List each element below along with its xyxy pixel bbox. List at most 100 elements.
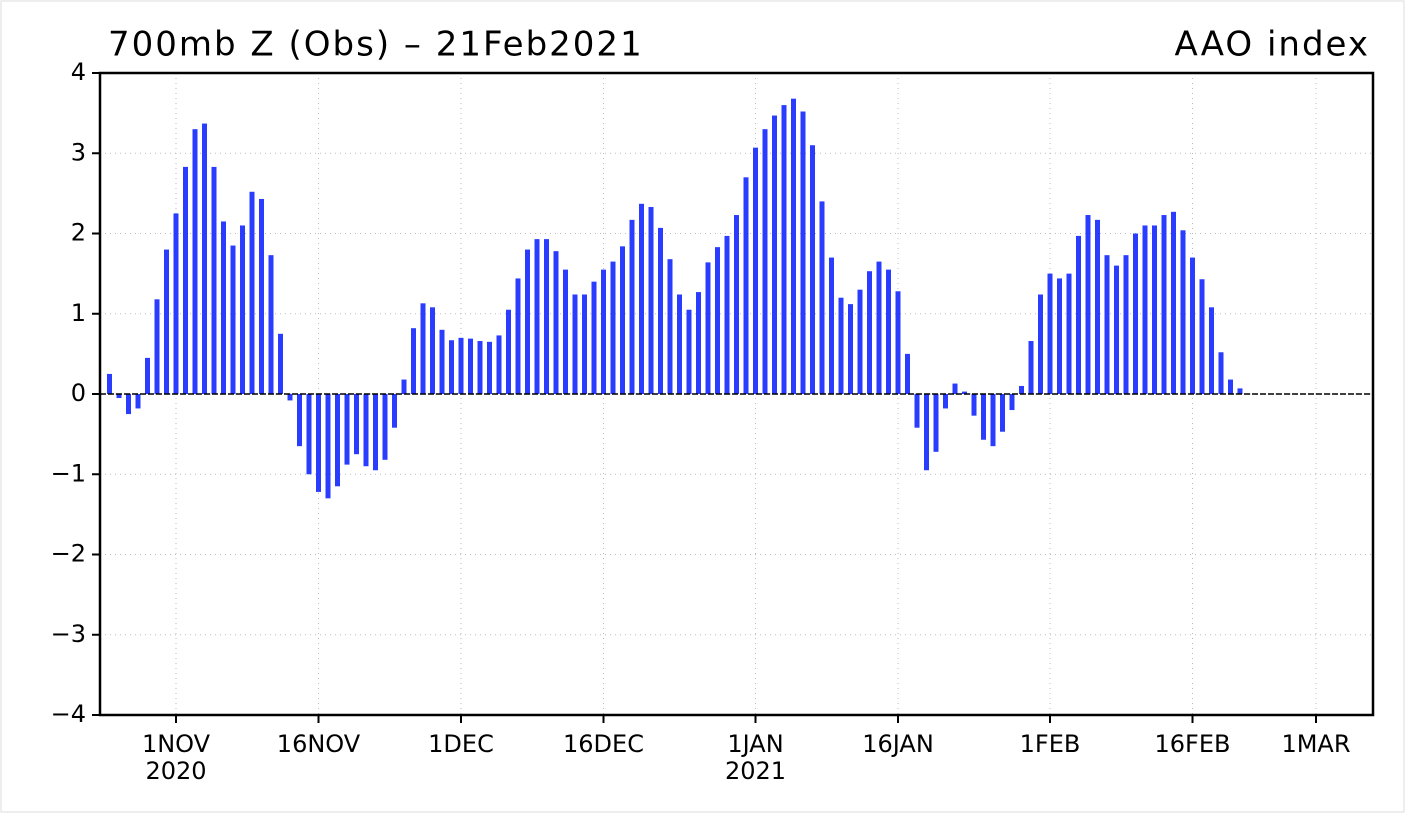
bar — [1199, 279, 1205, 394]
bar — [468, 338, 473, 394]
y-tick-label: −2 — [51, 540, 86, 568]
bar — [382, 394, 388, 460]
bar — [135, 394, 141, 409]
bar — [183, 166, 188, 394]
x-tick-label: 1FEB — [1020, 730, 1081, 758]
x-tick-label: 1NOV — [142, 730, 211, 758]
bar — [154, 299, 160, 394]
bar — [1066, 273, 1072, 394]
bar — [1133, 233, 1138, 394]
bar — [962, 391, 967, 394]
bar — [420, 303, 426, 394]
bar — [1209, 307, 1214, 394]
bar — [1152, 225, 1157, 394]
x-tick-label: 16JAN — [862, 730, 934, 758]
bar — [952, 383, 958, 394]
bar — [933, 394, 939, 452]
bar — [534, 239, 540, 394]
bar — [278, 333, 283, 394]
bar — [477, 341, 483, 394]
bar — [401, 379, 407, 394]
bar — [306, 394, 312, 475]
bar — [344, 394, 350, 465]
bar — [781, 105, 787, 394]
bar — [1009, 394, 1015, 411]
bar — [800, 111, 806, 395]
y-tick-label: 4 — [71, 58, 86, 86]
bar — [287, 394, 293, 401]
x-tick-label: 1MAR — [1281, 730, 1350, 758]
bar — [221, 221, 226, 394]
bar — [1076, 235, 1081, 394]
bar — [762, 129, 768, 395]
bar — [1180, 230, 1186, 394]
bar — [734, 215, 739, 394]
chart-title: 700mb Z (Obs) – 21Feb2021 — [108, 25, 644, 65]
bar — [810, 145, 815, 394]
bar — [1123, 255, 1129, 394]
x-tick-label: 16NOV — [277, 730, 361, 758]
bar — [107, 373, 112, 394]
bar — [582, 294, 587, 394]
bar — [829, 257, 834, 394]
bar — [192, 129, 198, 395]
bar — [1114, 265, 1119, 394]
bar — [791, 98, 796, 395]
bar — [1047, 273, 1053, 394]
bar — [164, 249, 169, 394]
bar — [601, 269, 606, 394]
bar — [753, 147, 758, 394]
bar — [211, 166, 217, 394]
x-tick-year: 2020 — [145, 757, 206, 785]
y-tick-label: 2 — [71, 219, 86, 247]
bar — [145, 357, 150, 394]
bar — [506, 309, 511, 394]
bar — [620, 246, 625, 394]
x-tick-label: 16FEB — [1155, 730, 1231, 758]
bar — [591, 281, 597, 394]
bar — [449, 340, 454, 394]
bar — [316, 394, 321, 492]
bar — [990, 394, 996, 447]
bar — [1038, 294, 1043, 394]
bar — [525, 249, 530, 394]
bar — [1028, 341, 1034, 394]
bar — [724, 235, 730, 394]
bar — [411, 328, 416, 394]
bar — [895, 291, 901, 394]
bar — [439, 329, 445, 394]
bar — [259, 198, 264, 394]
bar — [1142, 225, 1148, 394]
bar — [268, 255, 274, 394]
bar — [867, 271, 872, 394]
y-tick-label: 1 — [71, 299, 86, 327]
bar — [1237, 388, 1243, 394]
bar — [1190, 257, 1195, 394]
bar — [1171, 211, 1176, 394]
bar — [715, 247, 720, 394]
bar — [240, 225, 245, 394]
bar — [886, 269, 891, 394]
bar — [325, 394, 331, 499]
x-tick-year: 2021 — [725, 757, 786, 785]
bar — [876, 261, 882, 394]
bar — [743, 177, 749, 394]
bar — [848, 304, 853, 394]
bar — [981, 394, 986, 440]
bar — [943, 394, 948, 409]
bar — [1085, 215, 1091, 394]
bar — [914, 394, 920, 428]
bar — [1000, 394, 1005, 432]
bar — [610, 261, 616, 394]
bar — [515, 278, 521, 394]
bar — [363, 394, 369, 467]
bar — [572, 294, 578, 394]
bar — [857, 289, 863, 394]
bar — [249, 191, 255, 394]
bar — [1161, 215, 1167, 394]
bar — [639, 203, 644, 394]
bar — [1019, 385, 1024, 394]
bar — [297, 394, 302, 447]
